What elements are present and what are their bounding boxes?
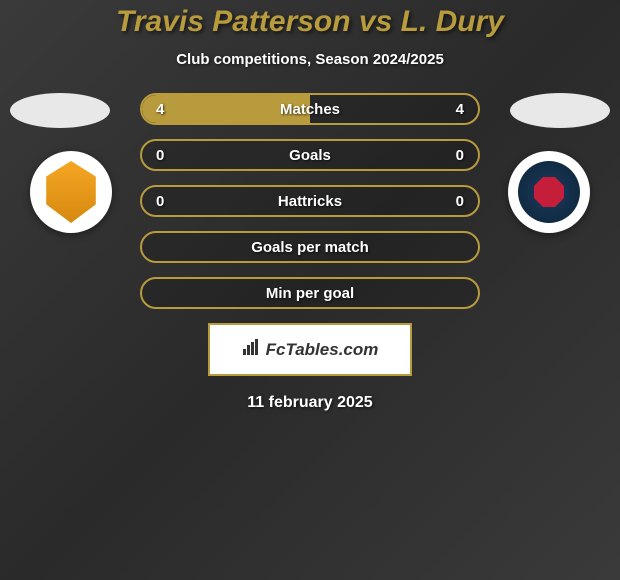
stat-bar-matches: 4 Matches 4 [140, 93, 480, 125]
stat-right-value: 0 [434, 147, 464, 164]
date-label: 11 february 2025 [247, 394, 372, 412]
club-logo-right [518, 161, 580, 223]
stat-bar-goals-per-match: Goals per match [140, 231, 480, 263]
stat-right-value: 4 [434, 101, 464, 118]
stat-bar-goals: 0 Goals 0 [140, 139, 480, 171]
bar-chart-icon [242, 339, 260, 360]
player-avatar-left [10, 93, 110, 128]
comparison-widget: Travis Patterson vs L. Dury Club competi… [0, 0, 620, 417]
stat-bars: 4 Matches 4 0 Goals 0 0 Hattricks 0 Goal… [140, 93, 480, 309]
stat-left-value: 0 [156, 193, 186, 210]
page-title: Travis Patterson vs L. Dury [116, 5, 504, 39]
subtitle: Club competitions, Season 2024/2025 [176, 51, 444, 68]
attribution-text: FcTables.com [266, 340, 379, 360]
stat-left-value: 4 [156, 101, 186, 118]
stat-label: Matches [186, 101, 434, 118]
club-logo-left [40, 161, 102, 223]
attribution-badge[interactable]: FcTables.com [208, 323, 413, 376]
stat-label: Goals [186, 147, 434, 164]
stat-bar-min-per-goal: Min per goal [140, 277, 480, 309]
stat-right-value: 0 [434, 193, 464, 210]
content-area: 4 Matches 4 0 Goals 0 0 Hattricks 0 Goal… [20, 93, 600, 309]
stat-label: Goals per match [186, 239, 434, 256]
club-badge-left [30, 151, 112, 233]
stat-label: Min per goal [186, 285, 434, 302]
club-badge-right [508, 151, 590, 233]
player-avatar-right [510, 93, 610, 128]
stat-bar-hattricks: 0 Hattricks 0 [140, 185, 480, 217]
stat-left-value: 0 [156, 147, 186, 164]
stat-label: Hattricks [186, 193, 434, 210]
